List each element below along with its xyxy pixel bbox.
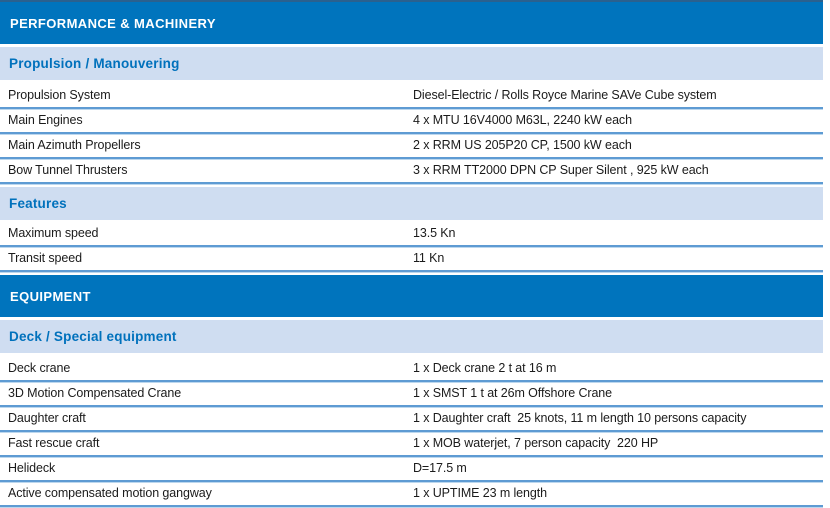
group-header-features: Features	[0, 187, 823, 220]
table-row: Main Engines 4 x MTU 16V4000 M63L, 2240 …	[0, 109, 823, 134]
row-label: Propulsion System	[8, 88, 111, 103]
rows-features: Maximum speed 13.5 Kn Transit speed 11 K…	[0, 220, 823, 272]
row-label: Main Engines	[8, 113, 83, 128]
section-header-performance-machinery: PERFORMANCE & MACHINERY	[0, 0, 823, 44]
table-row: Active compensated motion gangway 1 x UP…	[0, 482, 823, 507]
table-row: Deck crane 1 x Deck crane 2 t at 16 m	[0, 357, 823, 382]
table-row: Daughter craft 1 x Daughter craft 25 kno…	[0, 407, 823, 432]
row-label: Fast rescue craft	[8, 436, 100, 451]
row-value: 11 Kn	[413, 251, 445, 266]
section-title: EQUIPMENT	[10, 288, 91, 304]
table-row: Bow Tunnel Thrusters 3 x RRM TT2000 DPN …	[0, 159, 823, 184]
row-value: 1 x SMST 1 t at 26m Offshore Crane	[413, 386, 613, 401]
table-row: Helideck D=17.5 m	[0, 457, 823, 482]
group-subtitle: Features	[9, 196, 67, 211]
table-row: 3D Motion Compensated Crane 1 x SMST 1 t…	[0, 382, 823, 407]
row-label: Deck crane	[8, 361, 71, 376]
group-header-propulsion-manouvering: Propulsion / Manouvering	[0, 47, 823, 80]
row-value: 1 x Daughter craft 25 knots, 11 m length…	[413, 411, 747, 426]
group-header-deck-special-equipment: Deck / Special equipment	[0, 320, 823, 353]
row-label: Bow Tunnel Thrusters	[8, 163, 128, 178]
table-row: Maximum speed 13.5 Kn	[0, 222, 823, 247]
row-value: 1 x MOB waterjet, 7 person capacity 220 …	[413, 436, 659, 451]
table-row: Transit speed 11 Kn	[0, 247, 823, 272]
row-value: 1 x Deck crane 2 t at 16 m	[413, 361, 557, 376]
rows-deck-equipment: Deck crane 1 x Deck crane 2 t at 16 m 3D…	[0, 353, 823, 507]
table-row: Fast rescue craft 1 x MOB waterjet, 7 pe…	[0, 432, 823, 457]
row-label: Maximum speed	[8, 226, 99, 241]
row-value: 3 x RRM TT2000 DPN CP Super Silent , 925…	[413, 163, 709, 178]
row-value: 4 x MTU 16V4000 M63L, 2240 kW each	[413, 113, 632, 128]
section-title: PERFORMANCE & MACHINERY	[10, 15, 216, 31]
row-label: Main Azimuth Propellers	[8, 138, 141, 153]
row-label: Helideck	[8, 461, 56, 476]
row-value: 2 x RRM US 205P20 CP, 1500 kW each	[413, 138, 632, 153]
rows-propulsion: Propulsion System Diesel-Electric / Roll…	[0, 80, 823, 184]
row-label: Active compensated motion gangway	[8, 486, 212, 501]
row-value: D=17.5 m	[413, 461, 467, 476]
group-subtitle: Propulsion / Manouvering	[9, 56, 180, 71]
row-label: Daughter craft	[8, 411, 86, 426]
row-value: 1 x UPTIME 23 m length	[413, 486, 547, 501]
group-subtitle: Deck / Special equipment	[9, 329, 177, 344]
table-row: Main Azimuth Propellers 2 x RRM US 205P2…	[0, 134, 823, 159]
row-label: Transit speed	[8, 251, 82, 266]
section-header-equipment: EQUIPMENT	[0, 275, 823, 317]
row-value: 13.5 Kn	[413, 226, 456, 241]
row-label: 3D Motion Compensated Crane	[8, 386, 182, 401]
table-row: Propulsion System Diesel-Electric / Roll…	[0, 84, 823, 109]
row-value: Diesel-Electric / Rolls Royce Marine SAV…	[413, 88, 717, 103]
